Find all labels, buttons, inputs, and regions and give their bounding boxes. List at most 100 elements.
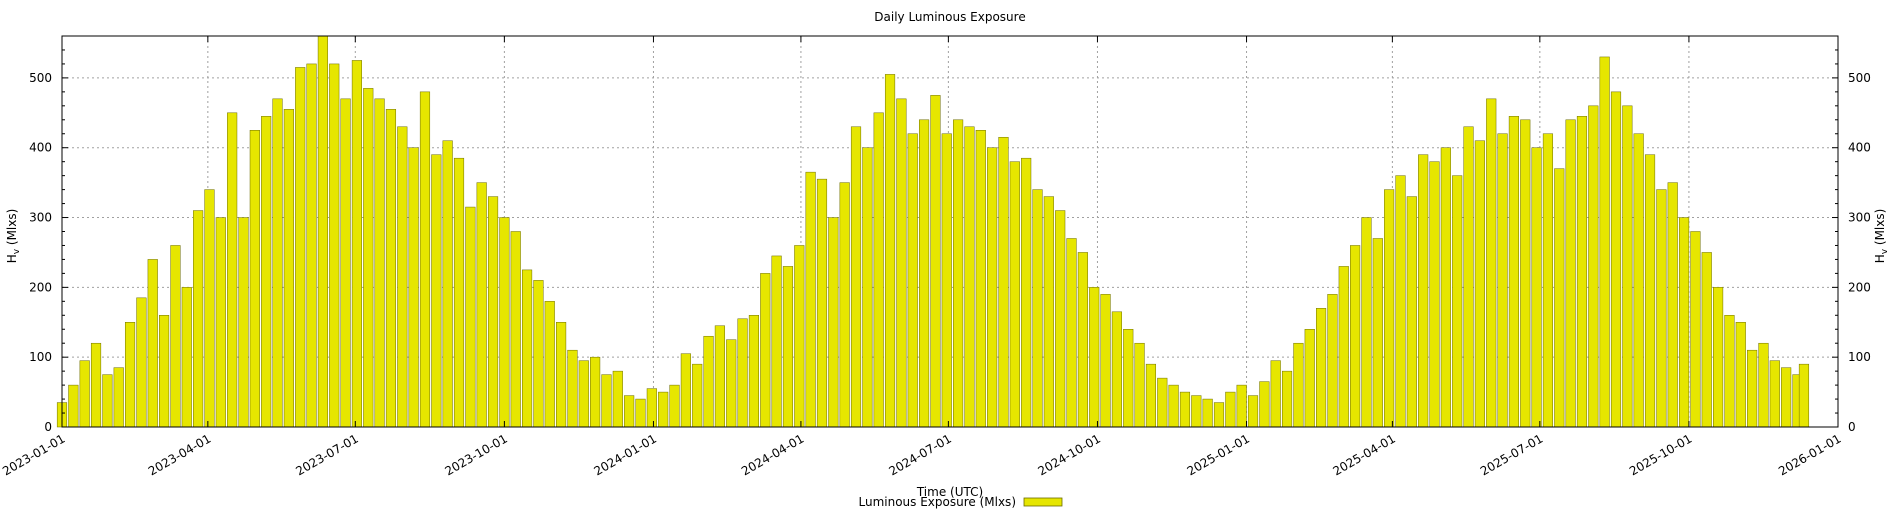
bar — [1724, 315, 1735, 428]
bar — [181, 287, 192, 428]
x-tick-label: 2024-10-01 — [1036, 431, 1103, 478]
y-axis-title-right: Hv (Mlxs) — [1873, 209, 1890, 264]
bar — [1316, 308, 1327, 428]
bar — [147, 259, 158, 428]
bar — [1021, 157, 1032, 428]
y-tick-label-right: 0 — [1848, 420, 1856, 434]
bar — [90, 342, 102, 428]
bar — [1066, 238, 1077, 428]
x-tick-labels: 2023-01-01 2023-04-01 2023-07-01 2023-10-01… — [0, 431, 1843, 478]
x-tick-label: 2023-01-01 — [0, 431, 67, 478]
bar — [1247, 395, 1259, 428]
x-tick-label: 2024-04-01 — [739, 431, 806, 478]
bar — [930, 95, 941, 428]
bar — [1100, 294, 1111, 428]
bar — [1043, 196, 1054, 428]
bar — [442, 140, 453, 428]
bar — [68, 384, 79, 428]
bar — [306, 63, 317, 428]
bar — [102, 374, 113, 428]
bar — [408, 147, 419, 428]
chart-title: Daily Luminous Exposure — [874, 10, 1025, 24]
bar — [862, 147, 873, 428]
bar — [680, 353, 691, 428]
bar — [782, 266, 794, 428]
bar — [1213, 402, 1225, 428]
bar — [907, 133, 918, 428]
bar — [567, 349, 578, 428]
bar — [646, 388, 657, 428]
bar — [1032, 189, 1043, 428]
bar — [964, 126, 975, 428]
bar — [397, 126, 408, 428]
bar — [453, 157, 465, 428]
legend-swatch — [1023, 497, 1063, 507]
bar — [1554, 168, 1565, 428]
bar — [1055, 210, 1066, 428]
y-axis-title-left: Hv (Mlxs) — [5, 209, 22, 264]
axis-ticks — [61, 36, 1839, 428]
bar — [850, 126, 862, 428]
bar — [1236, 384, 1247, 428]
bar — [1542, 133, 1554, 428]
x-tick-label: 2023-07-01 — [293, 431, 360, 478]
bar — [1179, 391, 1191, 428]
bar — [953, 119, 964, 428]
bar — [998, 136, 1009, 428]
bar — [1259, 381, 1270, 428]
x-tick-label: 2024-07-01 — [886, 431, 953, 478]
bar — [1622, 105, 1633, 428]
x-tick-label: 2026-01-01 — [1776, 431, 1843, 478]
bar — [896, 98, 907, 428]
bar — [737, 318, 748, 428]
bar — [1610, 91, 1622, 428]
bar — [1361, 217, 1372, 428]
x-axis-title: Time (UTC) — [916, 485, 983, 499]
bar — [419, 91, 431, 428]
bar — [771, 255, 782, 428]
bar — [1157, 377, 1168, 428]
bar — [601, 374, 612, 428]
bar — [476, 182, 487, 428]
bar — [193, 210, 204, 428]
bar — [1350, 245, 1361, 428]
bar — [204, 189, 215, 428]
x-tick-label: 2025-07-01 — [1478, 431, 1545, 478]
bar — [1225, 391, 1236, 428]
bar — [658, 391, 669, 428]
bar — [1191, 395, 1202, 428]
bar — [1576, 116, 1588, 428]
bar — [1798, 363, 1810, 428]
bar — [1338, 266, 1349, 428]
bar — [1486, 98, 1497, 428]
bar — [1781, 367, 1792, 428]
bar — [261, 116, 272, 428]
bar — [1520, 119, 1531, 428]
bar — [794, 245, 805, 428]
bar — [510, 231, 521, 428]
bar — [760, 273, 771, 428]
bar — [1588, 105, 1599, 428]
y-tick-label-right: 400 — [1848, 141, 1871, 155]
bar — [1678, 217, 1690, 428]
x-tick-label: 2025-10-01 — [1627, 431, 1694, 478]
bar — [919, 119, 930, 428]
bar — [1508, 116, 1519, 428]
bar — [1565, 119, 1576, 428]
bar — [1747, 349, 1758, 428]
bar — [1270, 360, 1281, 428]
y-tick-label-right: 200 — [1848, 280, 1871, 294]
y-tick-label-left: 0 — [44, 420, 52, 434]
bar — [726, 339, 737, 428]
bar — [1281, 370, 1293, 428]
bar — [533, 280, 544, 428]
bar — [941, 133, 952, 428]
y-tick-label-left: 300 — [29, 211, 52, 225]
bar — [113, 367, 124, 428]
bar — [1123, 329, 1134, 428]
bar — [1633, 133, 1644, 428]
bar — [1111, 311, 1122, 428]
y-axis-title-right-main: H — [1873, 254, 1887, 263]
bar — [159, 315, 170, 428]
bar — [1440, 147, 1451, 428]
